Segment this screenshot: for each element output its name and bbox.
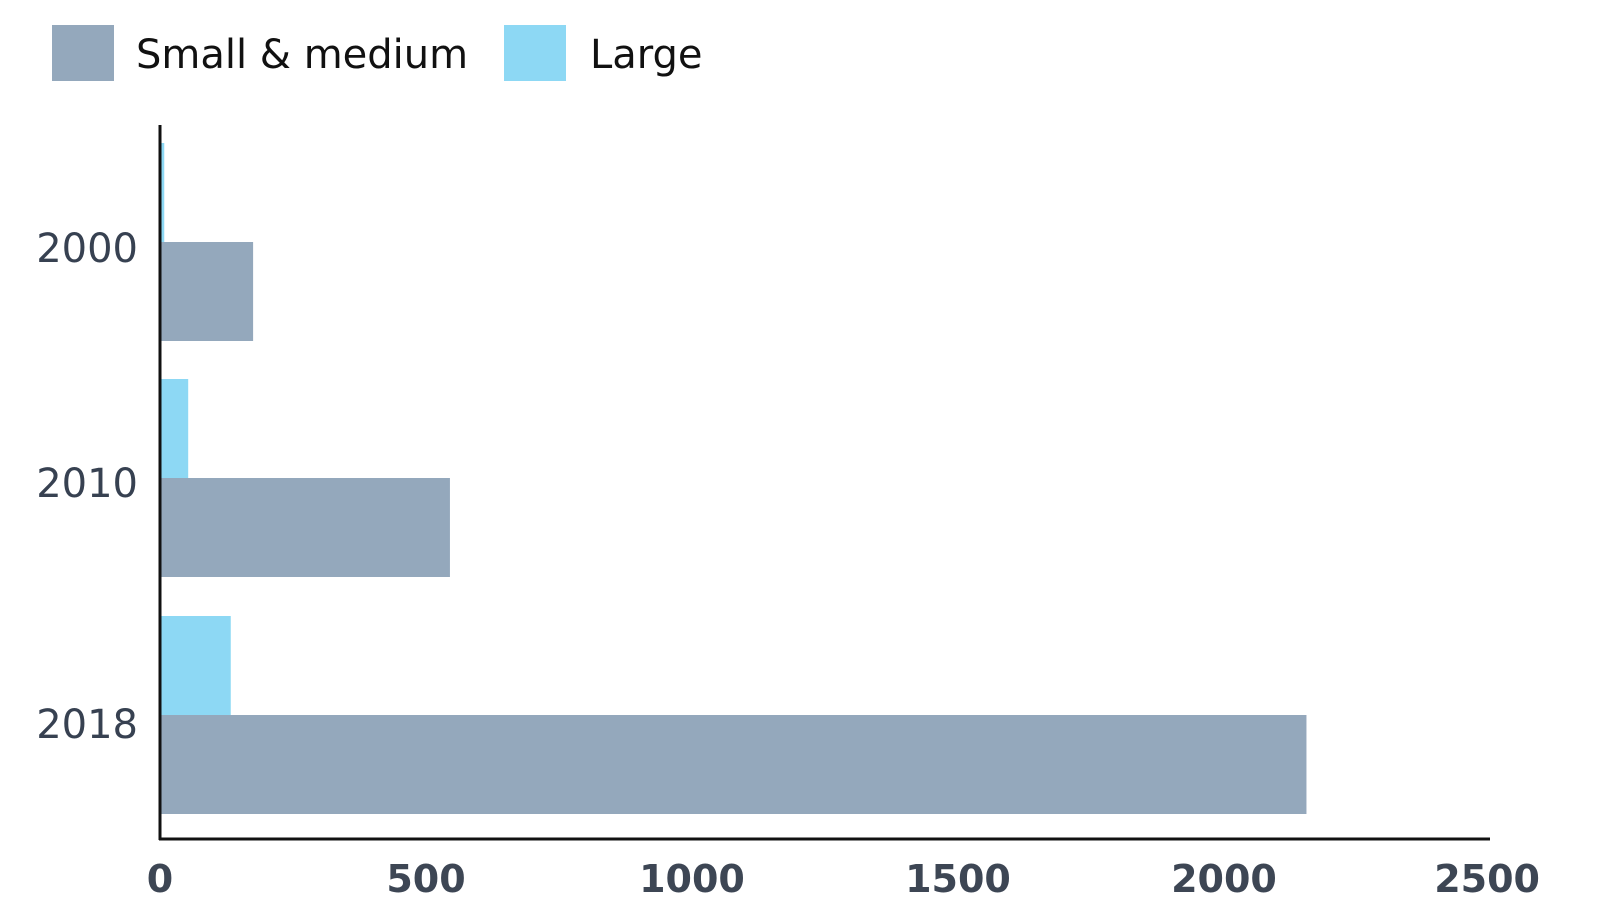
bar-large-2000: [161, 143, 165, 242]
axes: [158, 125, 1490, 841]
bar-large-2010: [161, 379, 189, 478]
x-tick-labels: 0 500 1000 1500 2000 2500: [147, 857, 1540, 901]
legend-swatch-small-medium: [52, 25, 114, 81]
x-tick-label-500: 500: [386, 857, 465, 901]
legend-swatch-large: [504, 25, 566, 81]
bar-small-medium-2010: [161, 478, 450, 577]
legend-label-small-medium: Small & medium: [136, 32, 468, 78]
x-tick-label-2500: 2500: [1434, 857, 1540, 901]
category-label-2000: 2000: [36, 226, 138, 272]
x-tick-label-0: 0: [147, 857, 173, 901]
legend-label-large: Large: [590, 32, 703, 78]
x-tick-label-1500: 1500: [905, 857, 1011, 901]
legend: Small & medium Large: [52, 25, 703, 81]
category-label-2018: 2018: [36, 702, 138, 748]
x-tick-label-2000: 2000: [1171, 857, 1277, 901]
bar-large-2018: [161, 616, 231, 715]
bars: [161, 143, 1307, 814]
x-tick-label-1000: 1000: [639, 857, 745, 901]
category-labels: 2000 2010 2018: [36, 226, 138, 748]
category-label-2010: 2010: [36, 461, 138, 507]
bar-small-medium-2000: [161, 242, 254, 341]
bar-small-medium-2018: [161, 715, 1307, 814]
